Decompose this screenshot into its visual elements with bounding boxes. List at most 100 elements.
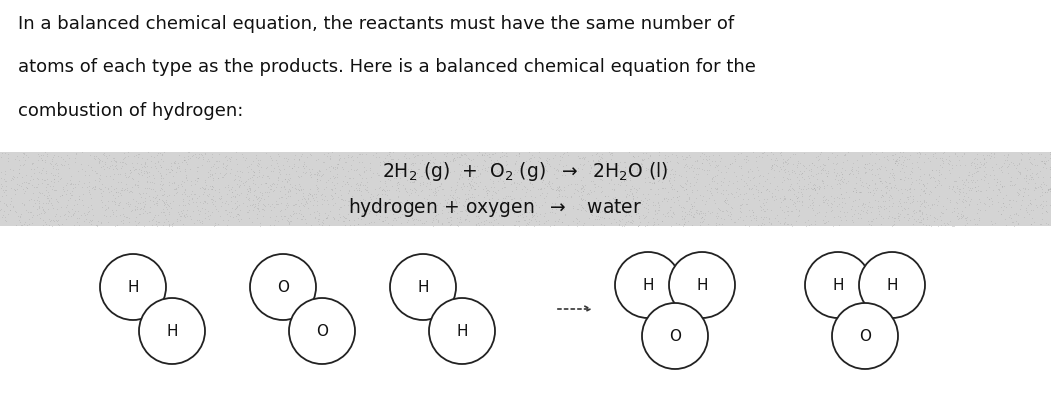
- Point: [828, 161, 845, 167]
- Point: [140, 193, 157, 200]
- Point: [47, 217, 64, 224]
- Point: [252, 189, 269, 196]
- Point: [460, 180, 477, 187]
- Point: [1042, 174, 1051, 180]
- Point: [358, 179, 375, 186]
- Point: [347, 181, 364, 188]
- Point: [432, 172, 449, 179]
- Point: [374, 218, 391, 224]
- Point: [0, 176, 13, 183]
- Point: [231, 202, 248, 209]
- Point: [997, 192, 1014, 198]
- Circle shape: [859, 252, 925, 318]
- Point: [583, 166, 600, 172]
- Point: [145, 214, 162, 221]
- Point: [922, 205, 939, 211]
- Point: [120, 202, 137, 208]
- Point: [813, 178, 830, 184]
- Point: [891, 157, 908, 164]
- Point: [330, 211, 347, 218]
- Point: [77, 168, 94, 174]
- Point: [366, 220, 383, 226]
- Point: [1006, 223, 1023, 229]
- Point: [49, 218, 66, 224]
- Point: [197, 178, 213, 184]
- Point: [558, 163, 575, 169]
- Point: [550, 169, 566, 175]
- Point: [851, 189, 868, 196]
- Point: [956, 198, 973, 204]
- Point: [1023, 176, 1039, 183]
- Point: [703, 185, 720, 192]
- Point: [789, 213, 806, 220]
- Point: [348, 167, 365, 173]
- Point: [771, 196, 788, 202]
- Point: [91, 186, 108, 193]
- Point: [740, 223, 757, 229]
- Point: [94, 181, 110, 188]
- Point: [84, 186, 101, 192]
- Point: [86, 154, 103, 160]
- Point: [358, 201, 375, 207]
- Point: [481, 154, 498, 161]
- Point: [1039, 157, 1051, 164]
- Point: [441, 169, 458, 176]
- Point: [106, 187, 123, 193]
- Point: [683, 162, 700, 169]
- Point: [129, 178, 146, 185]
- Point: [471, 150, 488, 156]
- Point: [1013, 157, 1030, 164]
- Point: [468, 180, 485, 187]
- Point: [474, 153, 491, 160]
- Point: [966, 155, 983, 162]
- Point: [779, 175, 796, 182]
- Point: [217, 155, 233, 161]
- Point: [272, 188, 289, 195]
- Point: [622, 219, 639, 226]
- Point: [981, 203, 997, 209]
- Point: [1035, 158, 1051, 165]
- Point: [174, 198, 191, 205]
- Point: [911, 199, 928, 205]
- Point: [418, 196, 435, 202]
- Point: [499, 193, 516, 199]
- Point: [678, 211, 695, 218]
- Point: [892, 203, 909, 210]
- Point: [89, 171, 106, 177]
- Point: [223, 166, 240, 173]
- Point: [0, 209, 13, 215]
- Point: [605, 161, 622, 168]
- Point: [833, 165, 850, 171]
- Point: [18, 184, 35, 191]
- Point: [167, 169, 184, 175]
- Point: [80, 187, 97, 193]
- Point: [136, 164, 152, 170]
- Point: [862, 189, 879, 196]
- Point: [646, 219, 663, 226]
- Point: [431, 183, 448, 189]
- Point: [704, 179, 721, 185]
- Point: [302, 152, 318, 158]
- Point: [158, 198, 174, 204]
- Point: [880, 215, 897, 221]
- Point: [583, 212, 600, 219]
- Point: [659, 159, 676, 166]
- Point: [928, 155, 945, 162]
- Point: [571, 193, 588, 200]
- Point: [210, 208, 227, 214]
- Point: [983, 153, 1000, 160]
- Point: [867, 180, 884, 187]
- Point: [728, 186, 745, 192]
- Point: [788, 174, 805, 180]
- Point: [808, 191, 825, 197]
- Point: [1034, 179, 1051, 185]
- Point: [882, 171, 899, 177]
- Point: [462, 169, 479, 176]
- Point: [859, 203, 875, 209]
- Point: [100, 187, 117, 193]
- Point: [204, 186, 221, 193]
- Point: [903, 170, 920, 176]
- Point: [662, 180, 679, 187]
- Point: [743, 186, 760, 192]
- Point: [497, 195, 514, 201]
